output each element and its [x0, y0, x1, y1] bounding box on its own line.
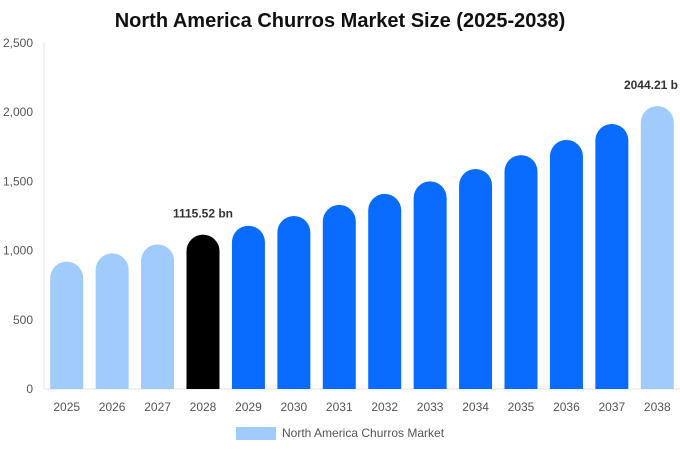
x-tick-label: 2036 [553, 400, 580, 414]
bar-2035[interactable] [504, 155, 538, 389]
x-tick-label: 2031 [326, 400, 353, 414]
x-tick-label: 2027 [144, 400, 171, 414]
bars [50, 106, 674, 390]
x-tick-label: 2034 [462, 400, 489, 414]
y-tick-label: 500 [13, 313, 33, 327]
bar-2025[interactable] [50, 261, 84, 389]
x-tick-label: 2029 [235, 400, 262, 414]
bar-2036[interactable] [549, 139, 583, 389]
chart-title: North America Churros Market Size (2025-… [115, 10, 566, 32]
bar-2028[interactable] [186, 234, 220, 389]
y-tick-label: 2,000 [3, 105, 33, 119]
y-axis-ticks: 0 500 1,000 1,500 2,000 2,500 [3, 36, 33, 396]
y-tick-label: 1,500 [3, 174, 33, 188]
x-tick-label: 2025 [53, 400, 80, 414]
legend-label: North America Churros Market [282, 426, 445, 440]
x-tick-label: 2033 [417, 400, 444, 414]
legend-swatch [236, 427, 276, 440]
data-label: 2044.21 b [624, 78, 678, 92]
bar-2026[interactable] [95, 253, 129, 389]
x-tick-label: 2035 [508, 400, 535, 414]
bar-2038[interactable] [640, 106, 674, 390]
data-label: 1115.52 bn [173, 207, 233, 221]
bar-2030[interactable] [277, 216, 311, 389]
x-tick-label: 2028 [190, 400, 217, 414]
x-tick-label: 2032 [371, 400, 398, 414]
x-axis-ticks: 2025 2026 2027 2028 2029 2030 2031 2032 2033 2034… [53, 400, 671, 414]
bar-2029[interactable] [231, 225, 265, 389]
bar-2033[interactable] [413, 181, 447, 389]
x-tick-label: 2026 [99, 400, 126, 414]
y-tick-label: 0 [26, 382, 33, 396]
bar-2032[interactable] [368, 193, 402, 389]
x-tick-label: 2030 [281, 400, 308, 414]
bar-2027[interactable] [141, 244, 175, 389]
bar-2034[interactable] [459, 168, 493, 389]
y-tick-label: 2,500 [3, 36, 33, 50]
x-tick-label: 2038 [644, 400, 671, 414]
data-labels: 1115.52 bn 2044.21 b [173, 78, 678, 221]
bar-2031[interactable] [322, 204, 356, 389]
legend[interactable]: North America Churros Market [236, 426, 445, 440]
y-tick-label: 1,000 [3, 244, 33, 258]
x-tick-label: 2037 [599, 400, 626, 414]
bar-2037[interactable] [595, 123, 629, 390]
